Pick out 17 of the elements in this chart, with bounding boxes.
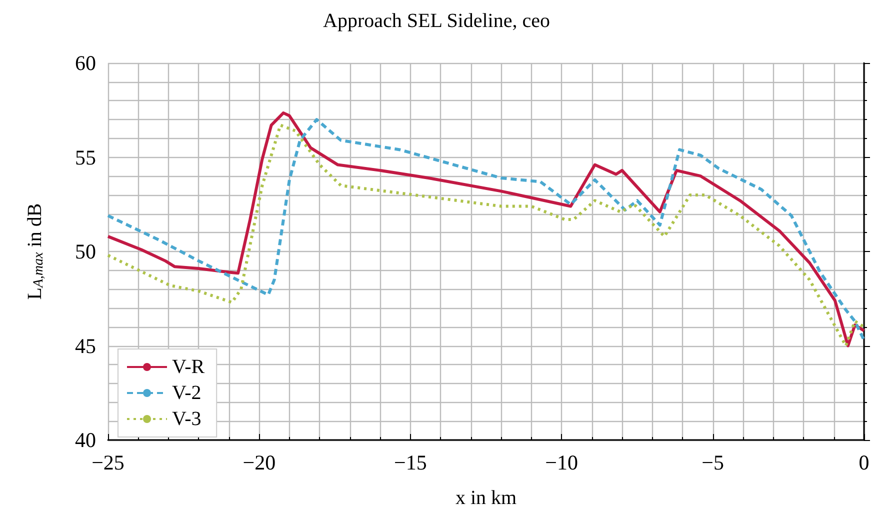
y-tick-label: 60 (75, 51, 96, 75)
x-tick-label: −10 (545, 450, 578, 474)
y-tick-label: 50 (75, 240, 96, 264)
y-axis-title: LA,max in dB (24, 203, 46, 300)
x-tick-label: −20 (242, 450, 276, 474)
y-tick-label: 40 (75, 428, 96, 452)
x-tick-label: −5 (702, 450, 724, 474)
x-tick-label: 0 (858, 450, 870, 474)
x-tick-label: −25 (92, 450, 124, 474)
x-axis-title: x in km (455, 487, 517, 509)
y-tick-label: 55 (75, 145, 96, 170)
y-tick-label: 45 (75, 334, 96, 358)
legend-label: V-3 (172, 408, 202, 430)
legend-label: V-2 (172, 382, 202, 404)
legend-label: V-R (172, 356, 206, 378)
chart-title: Approach SEL Sideline, ceo (323, 10, 550, 32)
x-tick-label: −15 (394, 450, 427, 474)
